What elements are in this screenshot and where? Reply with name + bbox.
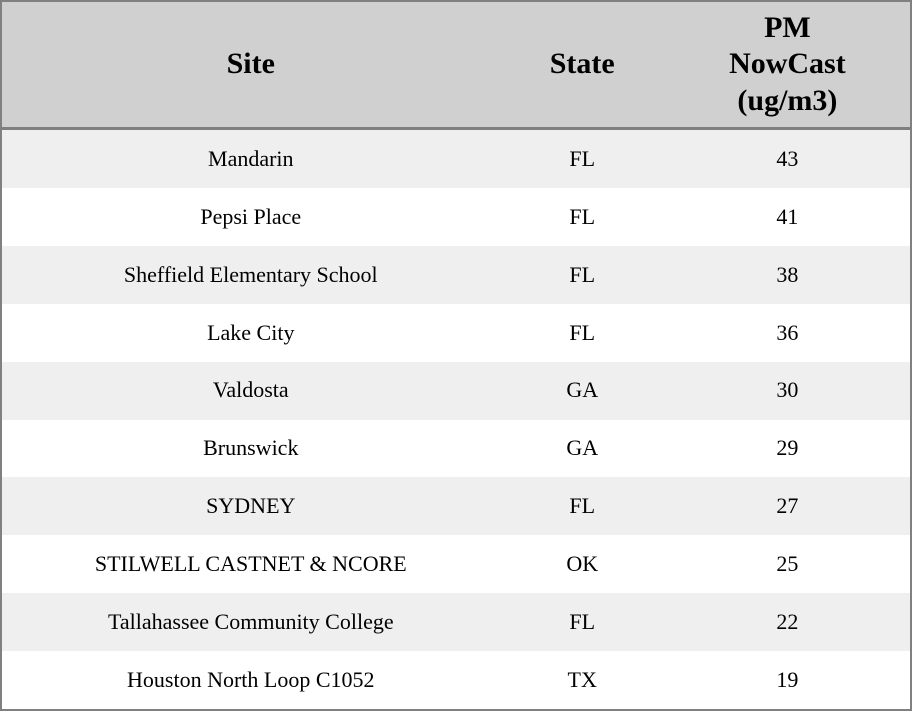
- cell-site: Valdosta: [212, 377, 289, 403]
- cell-site: SYDNEY: [206, 493, 296, 519]
- table-row: SYDNEY FL 27: [2, 477, 910, 536]
- cell-state: OK: [566, 551, 599, 577]
- cell-pm-nowcast: 19: [776, 667, 799, 693]
- cell-site: Lake City: [207, 319, 295, 345]
- cell-site: Pepsi Place: [200, 203, 302, 229]
- cell-state: FL: [569, 203, 596, 229]
- table-row: Mandarin FL 43: [2, 130, 910, 188]
- cell-pm-nowcast: 22: [776, 609, 799, 635]
- cell-site: Mandarin: [208, 145, 294, 171]
- cell-site: Brunswick: [203, 435, 299, 461]
- table-row: Pepsi Place FL 41: [2, 187, 910, 246]
- table-row: Sheffield Elementary School FL 38: [2, 245, 910, 304]
- table-row: Lake City FL 36: [2, 303, 910, 362]
- cell-state: FL: [569, 493, 596, 519]
- table-row: STILWELL CASTNET & NCORE OK 25: [2, 535, 910, 594]
- cell-state: GA: [566, 435, 599, 461]
- cell-pm-nowcast: 30: [776, 377, 799, 403]
- cell-state: GA: [566, 377, 599, 403]
- cell-state: TX: [567, 667, 597, 693]
- cell-pm-nowcast: 27: [776, 493, 799, 519]
- cell-site: STILWELL CASTNET & NCORE: [94, 551, 407, 577]
- table-header-row: Site State PM NowCast (ug/m3): [2, 2, 910, 130]
- cell-state: FL: [569, 319, 596, 345]
- column-header-site: Site: [226, 47, 275, 81]
- table-row: Valdosta GA 30: [2, 361, 910, 420]
- cell-pm-nowcast: 36: [776, 319, 799, 345]
- table-body: Mandarin FL 43 Pepsi Place FL 41 Sheffield Ele…: [2, 130, 910, 710]
- cell-state: FL: [569, 145, 596, 171]
- table-row: Houston North Loop C1052 TX 19: [2, 651, 910, 710]
- table-row: Tallahassee Community College FL 22: [2, 593, 910, 652]
- cell-pm-nowcast: 29: [776, 435, 799, 461]
- cell-state: FL: [569, 609, 596, 635]
- column-header-pm-nowcast: PM NowCast (ug/m3): [729, 10, 846, 117]
- cell-site: Houston North Loop C1052: [127, 667, 375, 693]
- table-row: Brunswick GA 29: [2, 419, 910, 478]
- cell-pm-nowcast: 41: [776, 203, 799, 229]
- cell-state: FL: [569, 261, 596, 287]
- cell-site: Sheffield Elementary School: [123, 261, 378, 287]
- cell-pm-nowcast: 38: [776, 261, 799, 287]
- cell-pm-nowcast: 25: [776, 551, 799, 577]
- column-header-state: State: [549, 47, 615, 81]
- cell-pm-nowcast: 43: [776, 145, 799, 171]
- cell-site: Tallahassee Community College: [107, 609, 394, 635]
